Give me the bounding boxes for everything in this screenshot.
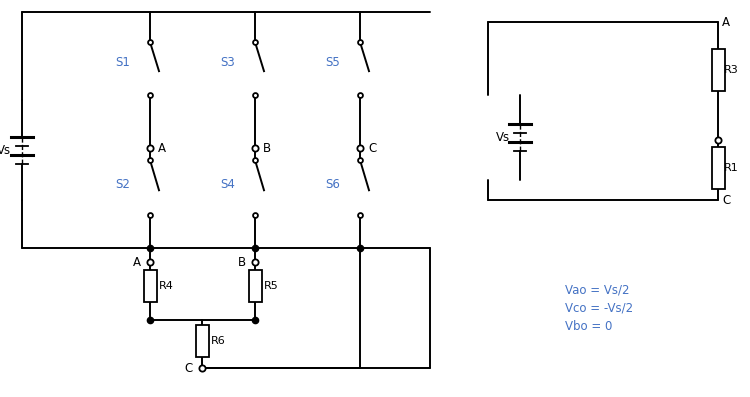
Text: R4: R4 bbox=[159, 281, 174, 291]
Text: Vco = -Vs/2: Vco = -Vs/2 bbox=[565, 301, 633, 314]
Text: S2: S2 bbox=[115, 179, 130, 191]
Text: C: C bbox=[184, 362, 193, 374]
Text: R5: R5 bbox=[264, 281, 279, 291]
Text: Vao = Vs/2: Vao = Vs/2 bbox=[565, 283, 629, 297]
Bar bbox=[143, 270, 157, 302]
Text: S5: S5 bbox=[325, 56, 340, 69]
Text: A: A bbox=[158, 141, 166, 154]
Text: S1: S1 bbox=[115, 56, 130, 69]
Text: Vs: Vs bbox=[0, 143, 11, 156]
Text: R1: R1 bbox=[724, 163, 739, 173]
Text: R6: R6 bbox=[211, 336, 226, 346]
Text: Vbo = 0: Vbo = 0 bbox=[565, 320, 612, 333]
Text: S6: S6 bbox=[325, 179, 340, 191]
Text: B: B bbox=[263, 141, 272, 154]
Text: Vs: Vs bbox=[496, 131, 510, 144]
Text: A: A bbox=[133, 256, 141, 268]
Text: C: C bbox=[368, 141, 376, 154]
Text: B: B bbox=[238, 256, 246, 268]
Text: S4: S4 bbox=[220, 179, 235, 191]
Bar bbox=[196, 325, 208, 357]
Text: A: A bbox=[722, 15, 730, 29]
Text: C: C bbox=[722, 193, 730, 206]
Bar bbox=[712, 147, 724, 189]
Bar bbox=[712, 49, 724, 91]
Text: R3: R3 bbox=[724, 65, 739, 75]
Text: S3: S3 bbox=[220, 56, 235, 69]
Bar bbox=[248, 270, 262, 302]
